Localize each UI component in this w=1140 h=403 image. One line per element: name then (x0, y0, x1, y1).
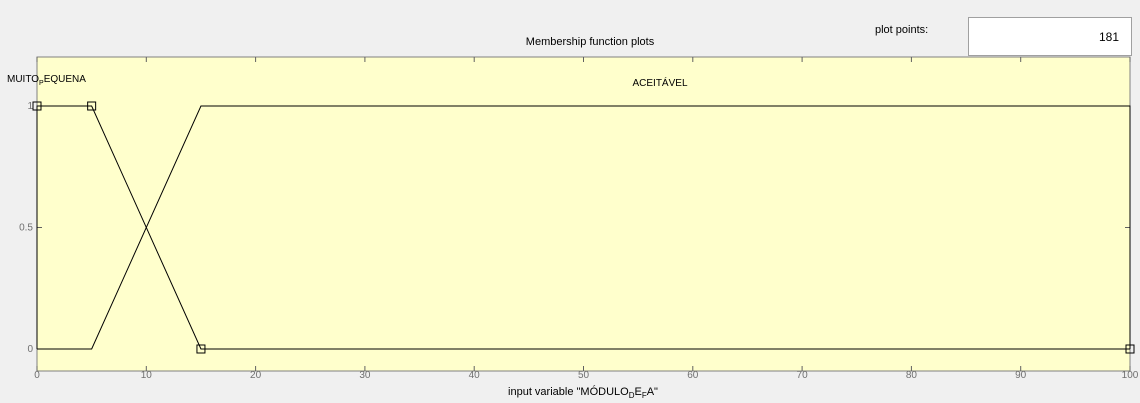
mf-label-muito-pequena[interactable]: MUITOPEQUENA (7, 74, 86, 87)
y-tick-label: 0 (27, 344, 33, 355)
x-tick-label: 0 (34, 370, 40, 381)
mf-label-aceitavel[interactable]: ACEITÁVEL (632, 76, 687, 89)
plot-title: Membership function plots (525, 36, 655, 48)
x-tick-label: 70 (797, 370, 809, 381)
plot-points-label: plot points: (875, 24, 929, 36)
x-tick-label: 10 (141, 370, 153, 381)
x-tick-label: 80 (906, 370, 918, 381)
x-tick-label: 40 (469, 370, 481, 381)
mf-line-2[interactable] (37, 105, 1131, 350)
mf-vertex-handle[interactable] (1125, 344, 1135, 354)
x-tick-label: 60 (687, 370, 699, 381)
mf-vertex-handle[interactable] (32, 101, 42, 111)
mf-vertex-handle[interactable] (87, 101, 97, 111)
x-axis-label: input variable "MÓDULODEFA" (508, 386, 658, 400)
plot-points-input[interactable] (968, 17, 1132, 56)
x-tick-label: 100 (1122, 370, 1139, 381)
x-tick-label: 90 (1015, 370, 1027, 381)
y-tick-label: 0.5 (19, 223, 33, 234)
plot-area[interactable] (36, 56, 1131, 372)
y-tick-label: 1 (27, 101, 33, 112)
x-tick-label: 30 (359, 370, 371, 381)
mf-vertex-handle[interactable] (196, 344, 206, 354)
mf-line-1[interactable] (36, 105, 1130, 350)
x-tick-label: 20 (250, 370, 262, 381)
x-tick-label: 50 (578, 370, 590, 381)
